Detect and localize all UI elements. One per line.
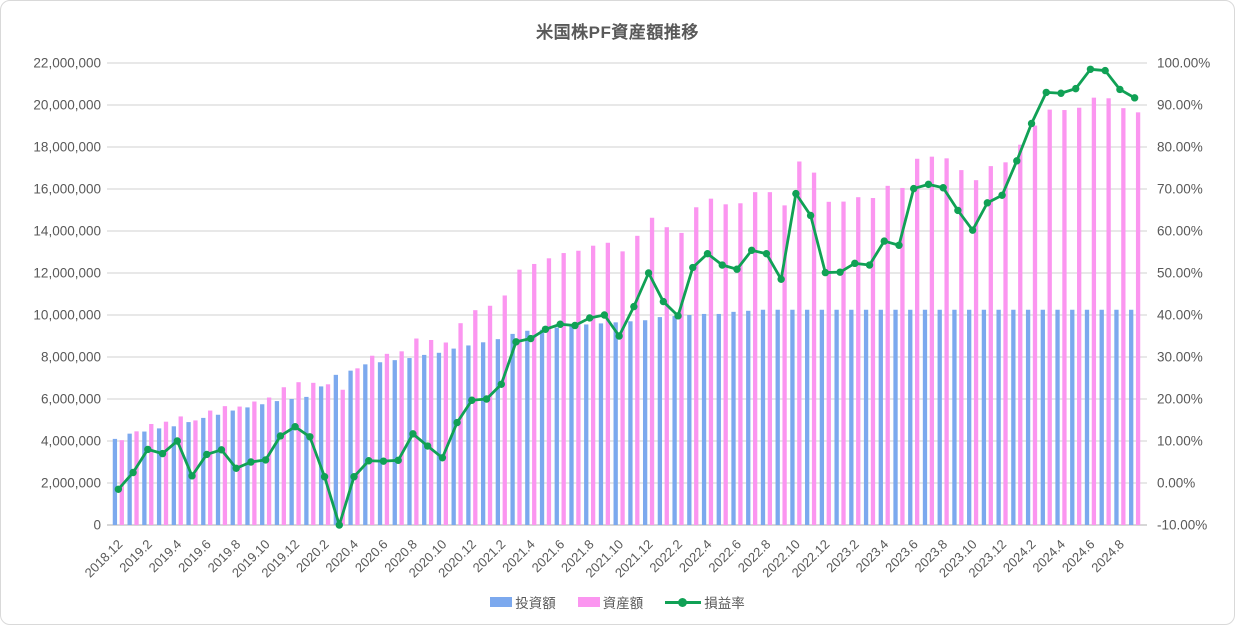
chart-legend: 投資額 資産額 損益率 bbox=[1, 592, 1234, 612]
y-axis-right-labels: 100.00% 90.00% 80.00% 70.00% 60.00% 50.00% 40.… bbox=[1157, 56, 1210, 533]
svg-text:16,000,000: 16,000,000 bbox=[33, 182, 101, 197]
svg-text:100.00%: 100.00% bbox=[1157, 56, 1210, 71]
chart-title: 米国株PF資産額推移 bbox=[536, 23, 699, 42]
svg-text:20,000,000: 20,000,000 bbox=[33, 98, 101, 113]
gridlines bbox=[107, 62, 1147, 526]
rate-series-swatch bbox=[665, 597, 702, 608]
x-axis-labels: 2018.122019.22019.42019.62019.82019.1020… bbox=[82, 537, 1127, 581]
svg-text:30.00%: 30.00% bbox=[1157, 350, 1203, 365]
svg-text:0: 0 bbox=[93, 518, 101, 533]
svg-text:2,000,000: 2,000,000 bbox=[41, 476, 101, 491]
svg-text:70.00%: 70.00% bbox=[1157, 182, 1203, 197]
bars-invest bbox=[112, 309, 1134, 525]
svg-text:50.00%: 50.00% bbox=[1157, 266, 1203, 281]
svg-text:40.00%: 40.00% bbox=[1157, 308, 1203, 323]
svg-text:80.00%: 80.00% bbox=[1157, 140, 1203, 155]
svg-text:60.00%: 60.00% bbox=[1157, 224, 1203, 239]
rate-line bbox=[116, 67, 1137, 527]
svg-text:2018.12: 2018.12 bbox=[82, 537, 126, 581]
svg-text:22,000,000: 22,000,000 bbox=[33, 56, 101, 71]
asset-series-swatch bbox=[577, 597, 600, 607]
svg-text:6,000,000: 6,000,000 bbox=[41, 392, 101, 407]
invest-series-swatch bbox=[490, 597, 513, 607]
svg-text:8,000,000: 8,000,000 bbox=[41, 350, 101, 365]
svg-text:-10.00%: -10.00% bbox=[1157, 518, 1207, 533]
svg-text:2024.8: 2024.8 bbox=[1088, 537, 1127, 576]
legend-label-asset: 資産額 bbox=[602, 596, 644, 611]
rate-line-markers bbox=[114, 65, 1139, 529]
legend-label-rate: 損益率 bbox=[704, 596, 745, 611]
svg-text:10,000,000: 10,000,000 bbox=[33, 308, 101, 323]
svg-text:90.00%: 90.00% bbox=[1157, 98, 1203, 113]
svg-text:10.00%: 10.00% bbox=[1157, 434, 1203, 449]
svg-text:14,000,000: 14,000,000 bbox=[33, 224, 101, 239]
legend-label-invest: 投資額 bbox=[515, 596, 556, 611]
svg-text:12,000,000: 12,000,000 bbox=[33, 266, 101, 281]
svg-text:0.00%: 0.00% bbox=[1157, 476, 1195, 491]
svg-text:20.00%: 20.00% bbox=[1157, 392, 1203, 407]
y-axis-left-labels: 22,000,000 20,000,000 18,000,000 16,000,000… bbox=[33, 56, 101, 533]
legend-item-asset: 資産額 bbox=[577, 592, 644, 612]
legend-item-rate: 損益率 bbox=[665, 592, 745, 612]
svg-text:4,000,000: 4,000,000 bbox=[41, 434, 101, 449]
svg-text:18,000,000: 18,000,000 bbox=[33, 140, 101, 155]
legend-item-invest: 投資額 bbox=[490, 592, 556, 612]
